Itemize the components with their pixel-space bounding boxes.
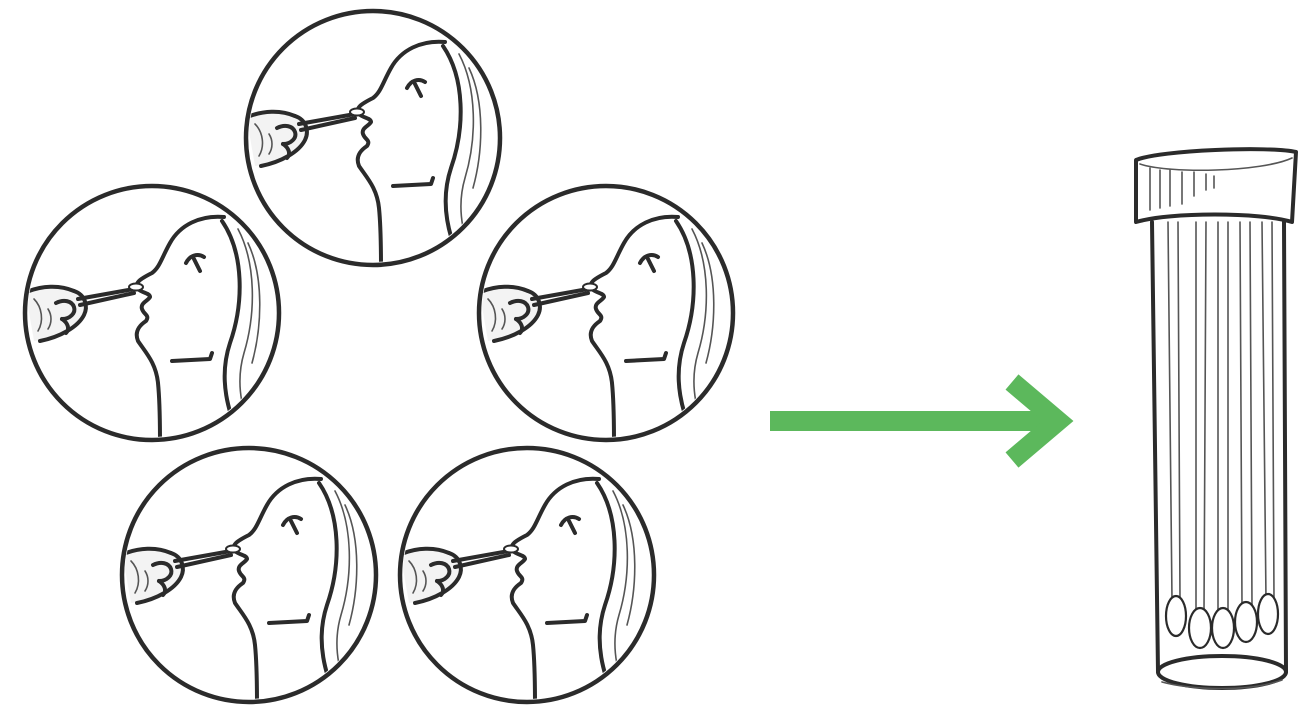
swab-panel-1 xyxy=(245,11,500,268)
swab-panel-3 xyxy=(478,186,733,443)
swab-panel-4 xyxy=(121,448,376,705)
arrow-right-icon xyxy=(770,374,1074,468)
swab-panel-5 xyxy=(399,448,654,705)
swab-panel-2 xyxy=(24,186,279,443)
swab-tube-icon xyxy=(1134,147,1298,690)
